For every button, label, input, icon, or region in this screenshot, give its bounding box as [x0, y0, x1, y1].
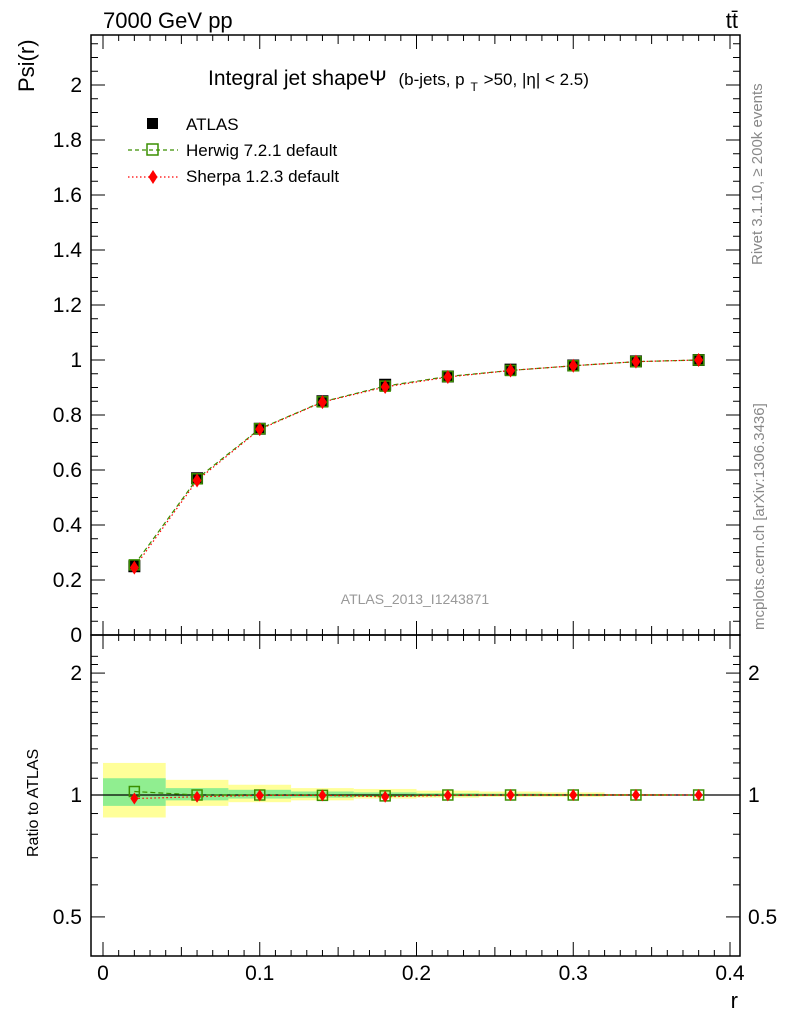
ratio-sherpa-point-0	[130, 792, 139, 805]
xtick-label-4: 0.4	[715, 962, 745, 985]
legend-marker-herwig	[146, 143, 159, 156]
sherpa-point-9	[694, 353, 704, 367]
sherpa-point-4	[380, 379, 390, 394]
ytick-main-label-10: 2	[70, 74, 82, 97]
xtick-label-0: 0	[97, 962, 109, 985]
ratio-sherpa-point-9	[694, 789, 703, 801]
sherpa-point-5	[443, 370, 453, 385]
ytick-main-label-9: 1.8	[53, 129, 82, 152]
ytick-main-label-1: 0.2	[53, 569, 82, 592]
ratio-sherpa-point-2	[255, 789, 264, 802]
ytick-ratio-label-right-2: 2	[748, 662, 760, 685]
ratio-ylabel: Ratio to ATLAS	[25, 749, 42, 857]
legend: ATLAS Herwig 7.2.1 default Sherpa 1.2.3 …	[128, 115, 339, 186]
sherpa-point-3	[317, 395, 327, 410]
title-sub-prefix: (b-jets, p	[399, 70, 465, 89]
ytick-main-label-7: 1.4	[53, 239, 83, 262]
sherpa-point-7	[568, 358, 578, 373]
ytick-main-label-6: 1.2	[53, 294, 82, 317]
process-label: tt̄	[726, 8, 738, 33]
ratio-sherpa-point-5	[443, 789, 452, 802]
ratio-sherpa-point-8	[631, 789, 640, 801]
ytick-ratio-label-right-0: 0.5	[748, 906, 777, 929]
ratio-sherpa-point-6	[506, 789, 515, 801]
analysis-watermark: ATLAS_2013_I1243871	[341, 591, 490, 607]
ytick-ratio-label-left-1: 1	[70, 784, 82, 807]
ytick-main-label-8: 1.6	[53, 184, 82, 207]
title-sub-subscript: T	[470, 80, 478, 94]
sherpa-point-8	[631, 354, 641, 369]
title-main: Integral jet shapeΨ	[208, 67, 387, 90]
ytick-main-label-5: 1	[70, 349, 82, 372]
sherpa-point-0	[129, 560, 139, 575]
legend-label-sherpa: Sherpa 1.2.3 default	[186, 167, 339, 186]
main-ylabel: Psi(r)	[14, 39, 39, 92]
xtick-label-3: 0.3	[559, 962, 588, 985]
ytick-ratio-label-left-2: 2	[70, 662, 82, 685]
xtick-label-1: 0.1	[245, 962, 274, 985]
sherpa-point-6	[506, 363, 516, 378]
title-sub-suffix: >50, |η| < 2.5)	[484, 70, 589, 89]
chart-marks: 0 0.1 0.2 0.3 0.4 0 0.2 0.4 0.6 0.8 1 1.2 1.4 1.6 1.8 2…	[53, 35, 777, 985]
series-line-sherpa	[133, 359, 699, 568]
sherpa-point-2	[255, 422, 265, 437]
xlabel: r	[731, 988, 738, 1013]
ytick-ratio-label-right-1: 1	[748, 784, 760, 807]
sherpa-point-1	[192, 473, 202, 488]
ytick-ratio-label-left-0: 0.5	[53, 906, 82, 929]
mcplots-label: mcplots.cern.ch [arXiv:1306.3436]	[751, 403, 768, 630]
legend-label-herwig: Herwig 7.2.1 default	[186, 141, 337, 160]
ratio-sherpa-point-1	[193, 790, 202, 803]
legend-marker-atlas	[147, 118, 158, 129]
legend-marker-sherpa	[148, 170, 158, 184]
ratio-sherpa-point-4	[381, 790, 390, 803]
xtick-label-2: 0.2	[402, 962, 431, 985]
legend-label-atlas: ATLAS	[186, 115, 239, 134]
energy-label: 7000 GeV pp	[103, 8, 233, 33]
rivet-label: Rivet 3.1.10, ≥ 200k events	[749, 83, 766, 265]
ytick-main-label-4: 0.8	[53, 404, 82, 427]
ytick-main-label-0: 0	[70, 624, 82, 647]
ytick-main-label-2: 0.4	[53, 514, 83, 537]
ratio-line-herwig	[134, 790, 699, 797]
series-line-herwig	[133, 359, 699, 566]
ratio-sherpa-point-3	[318, 789, 327, 802]
plot-title: Integral jet shapeΨ (b-jets, p T >50, |η…	[208, 67, 589, 96]
ytick-main-label-3: 0.6	[53, 459, 82, 482]
ratio-sherpa-point-7	[569, 789, 578, 801]
